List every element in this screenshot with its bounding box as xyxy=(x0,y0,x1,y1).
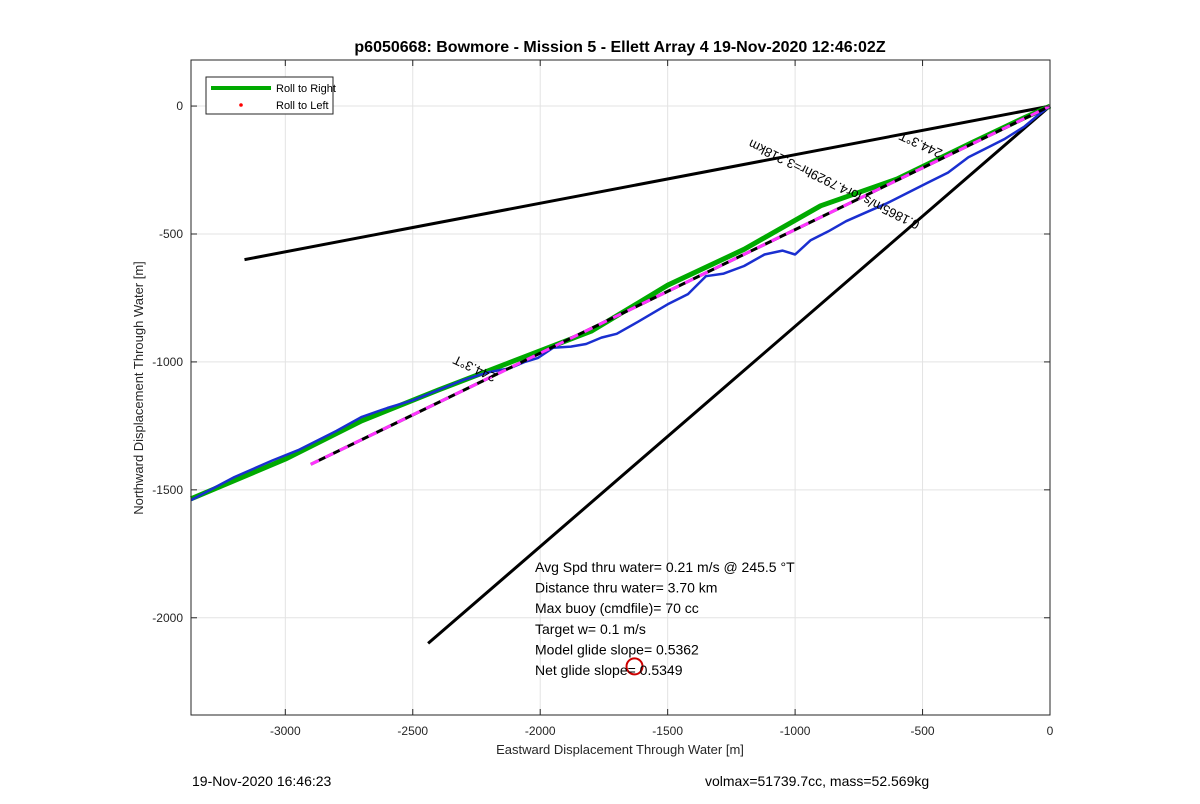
y-tick-label: -1500 xyxy=(152,483,183,497)
grid-lines xyxy=(191,60,1051,715)
legend-label: Roll to Left xyxy=(276,100,329,112)
x-tick-label: -2500 xyxy=(397,724,428,738)
stats-line: Max buoy (cmdfile)= 70 cc xyxy=(535,600,699,616)
legend-box xyxy=(205,76,334,115)
y-tick-label: -1000 xyxy=(152,355,183,369)
plot-frame xyxy=(190,59,1051,716)
x-tick-label: -500 xyxy=(911,724,935,738)
stats-block: Avg Spd thru water= 0.21 m/s @ 245.5 °T D… xyxy=(535,559,795,678)
stats-line: Net glide slope= 0.5349 xyxy=(535,662,683,678)
stats-line: Target w= 0.1 m/s xyxy=(535,621,646,637)
series-line-track xyxy=(190,105,1051,502)
footer-specs: volmax=51739.7cc, mass=52.569kg xyxy=(705,773,930,789)
annotation-label: 0.1865m/s for4.7929hr=3.218km xyxy=(746,136,922,232)
y-tick-label: -2000 xyxy=(152,611,183,625)
legend-swatch-dot xyxy=(239,103,243,107)
stats-line: Distance thru water= 3.70 km xyxy=(535,580,717,596)
reference-line xyxy=(244,104,1051,262)
footer-timestamp: 19-Nov-2020 16:46:23 xyxy=(192,773,332,789)
stats-line: Avg Spd thru water= 0.21 m/s @ 245.5 °T xyxy=(535,559,795,575)
chart-lines xyxy=(190,103,1052,645)
glide-slope-marker xyxy=(625,657,644,676)
legend: Roll to Right Roll to Left xyxy=(205,76,336,115)
series-line-heading xyxy=(310,104,1051,466)
x-tick-label: -2000 xyxy=(525,724,556,738)
y-tick-label: 0 xyxy=(176,99,183,113)
x-tick-label: -1500 xyxy=(652,724,683,738)
stats-line: Model glide slope= 0.5362 xyxy=(535,641,699,657)
y-axis-label: Northward Displacement Through Water [m] xyxy=(131,261,146,515)
chart-labels: p6050668: Bowmore - Mission 5 - Ellett A… xyxy=(131,39,886,757)
axes: -3000 -2500 -2000 -1500 -1000 -500 0 -2000 -1500… xyxy=(152,59,1054,738)
x-tick-label: 0 xyxy=(1047,724,1054,738)
x-tick-label: -1000 xyxy=(780,724,811,738)
reference-line xyxy=(427,104,1051,645)
x-axis-label: Eastward Displacement Through Water [m] xyxy=(496,742,744,757)
chart-title: p6050668: Bowmore - Mission 5 - Ellett A… xyxy=(354,39,885,56)
x-tick-label: -3000 xyxy=(270,724,301,738)
y-tick-label: -500 xyxy=(159,227,183,241)
legend-label: Roll to Right xyxy=(276,83,336,95)
annotation-label: 244.3°T xyxy=(897,128,945,161)
